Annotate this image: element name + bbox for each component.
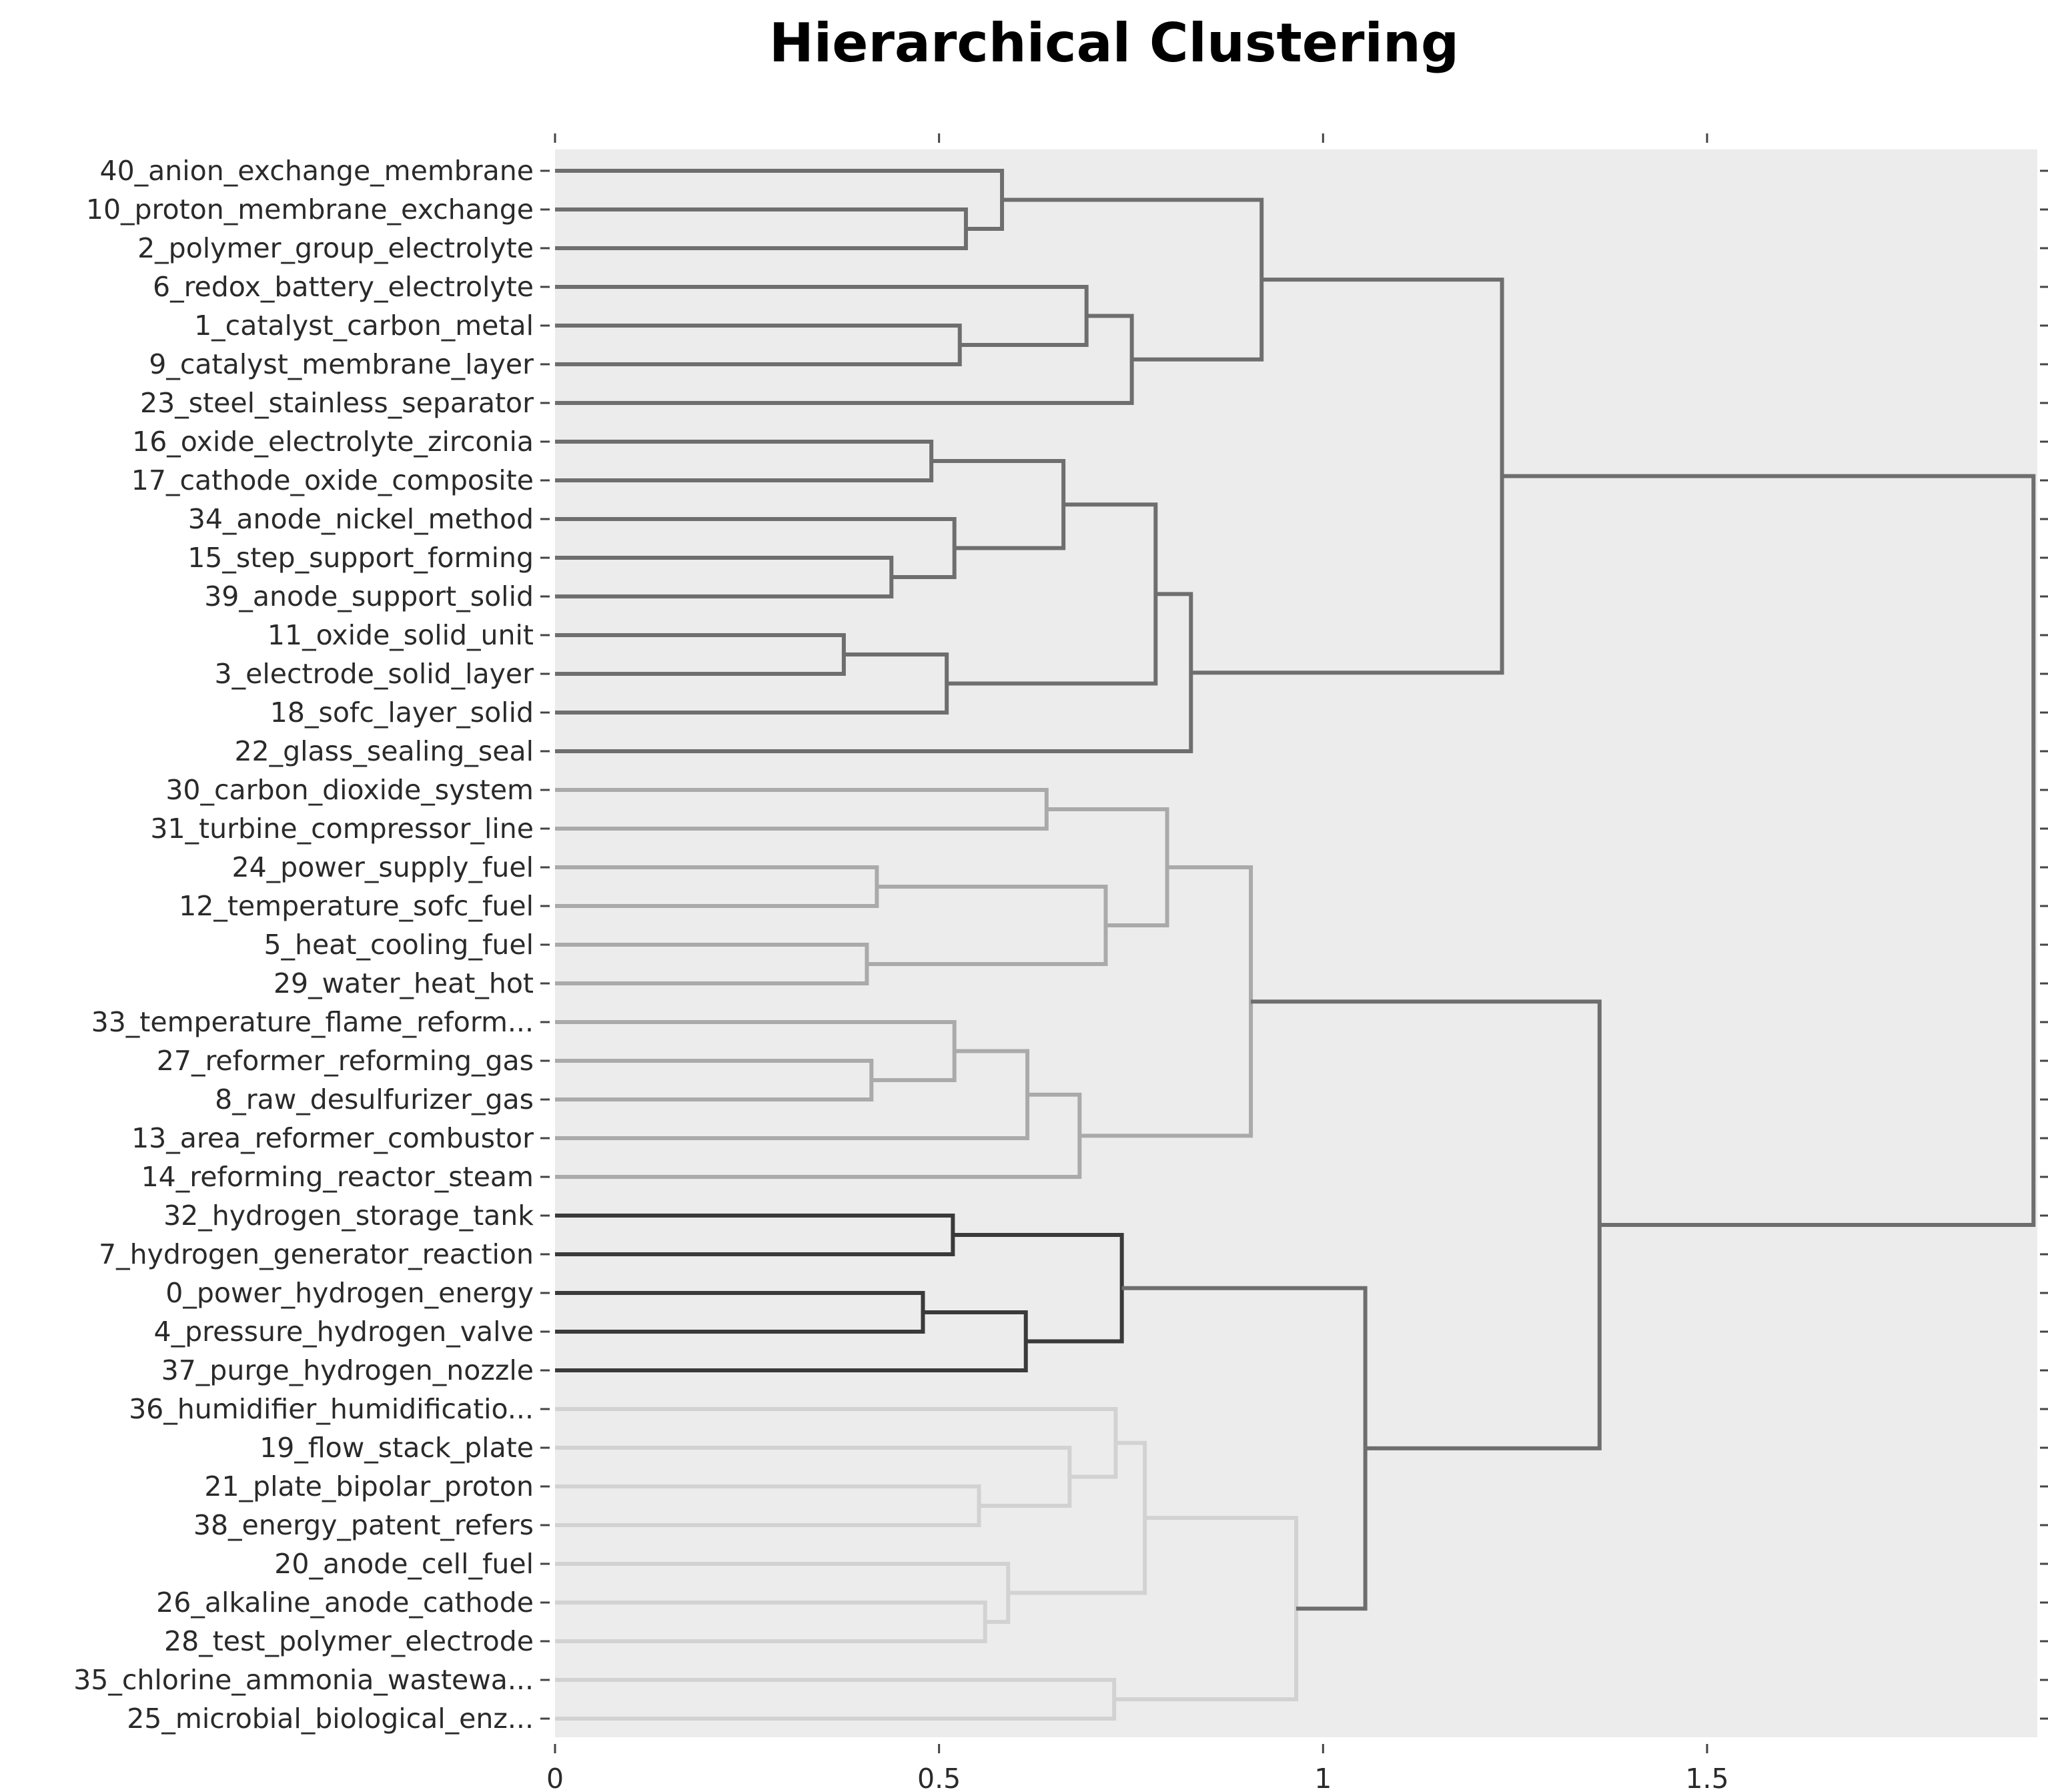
leaf-label-40: 25_microbial_biological_enz... — [127, 1703, 534, 1735]
leaf-label-17: 31_turbine_compressor_line — [150, 813, 534, 845]
leaf-label-4: 1_catalyst_carbon_metal — [194, 310, 534, 342]
leaf-label-8: 17_cathode_oxide_composite — [131, 464, 534, 496]
x-tick-label-0: 0 — [546, 1763, 564, 1792]
leaf-label-37: 26_alkaline_anode_cathode — [156, 1587, 534, 1619]
link-B9 — [555, 1092, 1082, 1179]
leaf-label-16: 30_carbon_dioxide_system — [165, 774, 534, 806]
link-A7 — [555, 440, 934, 482]
leaf-label-39: 35_chlorine_ammonia_wastewa... — [73, 1664, 534, 1696]
leaf-label-7: 16_oxide_electrolyte_zirconia — [132, 426, 534, 458]
axis-ticks: 0 0.5 1 1.5 — [540, 133, 2048, 1792]
leaf-label-30: 4_pressure_hydrogen_valve — [154, 1316, 534, 1348]
link-C1 — [555, 1214, 955, 1256]
leaf-label-34: 21_plate_bipolar_proton — [204, 1470, 534, 1502]
dendrogram-links — [555, 169, 2036, 1721]
leaf-label-32: 36_humidifier_humidificatio... — [129, 1393, 534, 1425]
link-R2 — [1251, 999, 1602, 1450]
leaf-label-25: 13_area_reformer_combustor — [131, 1122, 534, 1154]
x-tick-label-1: 0.5 — [917, 1763, 961, 1792]
leaf-label-15: 22_glass_sealing_seal — [234, 735, 534, 767]
leaf-label-22: 33_temperature_flame_reform... — [91, 1006, 534, 1038]
link-A9 — [555, 517, 957, 579]
leaf-label-33: 19_flow_stack_plate — [260, 1432, 534, 1464]
x-tick-label-3: 1.5 — [1685, 1763, 1728, 1792]
leaf-label-0: 40_anion_exchange_membrane — [100, 155, 534, 187]
leaf-label-27: 32_hydrogen_storage_tank — [163, 1200, 534, 1232]
leaf-label-26: 14_reforming_reactor_steam — [141, 1161, 534, 1193]
chart-title: Hierarchical Clustering — [769, 12, 1460, 74]
leaf-label-21: 29_water_heat_hot — [274, 967, 534, 999]
link-A5 — [555, 314, 1134, 405]
leaf-label-23: 27_reformer_reforming_gas — [157, 1045, 534, 1077]
leaf-label-20: 5_heat_cooling_fuel — [264, 929, 534, 961]
link-A13 — [947, 502, 1158, 686]
link-D6 — [1008, 1440, 1147, 1595]
link-A12 — [555, 652, 949, 715]
leaf-label-24: 8_raw_desulfurizer_gas — [215, 1083, 534, 1115]
x-tick-label-2: 1 — [1314, 1763, 1332, 1792]
link-A2 — [555, 169, 1005, 231]
link-A14 — [555, 592, 1193, 753]
leaf-label-19: 12_temperature_sofc_fuel — [179, 890, 534, 922]
link-C3 — [555, 1310, 1028, 1372]
link-A6 — [1002, 197, 1264, 362]
link-B5 — [1046, 807, 1169, 927]
leaf-label-35: 38_energy_patent_refers — [193, 1509, 534, 1541]
leaf-label-14: 18_sofc_layer_solid — [270, 697, 534, 729]
link-A3 — [555, 324, 962, 366]
leaf-label-5: 9_catalyst_membrane_layer — [149, 348, 534, 380]
link-R3 — [1502, 474, 2036, 1228]
leaf-label-10: 15_step_support_forming — [187, 542, 534, 574]
leaf-label-2: 2_polymer_group_electrolyte — [137, 232, 534, 264]
leaf-label-13: 3_electrode_solid_layer — [215, 658, 534, 690]
link-D7 — [555, 1678, 1117, 1721]
link-B7 — [555, 1020, 957, 1082]
link-B2 — [555, 865, 879, 908]
leaf-label-31: 37_purge_hydrogen_nozzle — [161, 1354, 534, 1386]
leaf-labels: 40_anion_exchange_membrane 10_proton_memb… — [73, 155, 534, 1735]
leaf-label-9: 34_anode_nickel_method — [188, 503, 534, 535]
link-B6 — [555, 1059, 874, 1101]
link-D5 — [555, 1562, 1011, 1624]
leaf-label-18: 24_power_supply_fuel — [232, 851, 534, 883]
leaf-label-28: 7_hydrogen_generator_reaction — [99, 1238, 534, 1270]
leaf-label-11: 39_anode_support_solid — [204, 580, 534, 612]
link-B10 — [1079, 865, 1253, 1138]
leaf-label-6: 23_steel_stainless_separator — [140, 387, 534, 419]
leaf-label-3: 6_redox_battery_electrolyte — [153, 271, 534, 303]
link-A1 — [555, 207, 968, 250]
leaf-label-38: 28_test_polymer_electrode — [164, 1625, 534, 1657]
link-C2 — [555, 1291, 925, 1334]
leaf-label-29: 0_power_hydrogen_energy — [165, 1277, 534, 1309]
leaf-label-36: 20_anode_cell_fuel — [274, 1548, 534, 1580]
leaf-label-12: 11_oxide_solid_unit — [268, 619, 534, 651]
leaf-label-1: 10_proton_membrane_exchange — [86, 193, 534, 226]
